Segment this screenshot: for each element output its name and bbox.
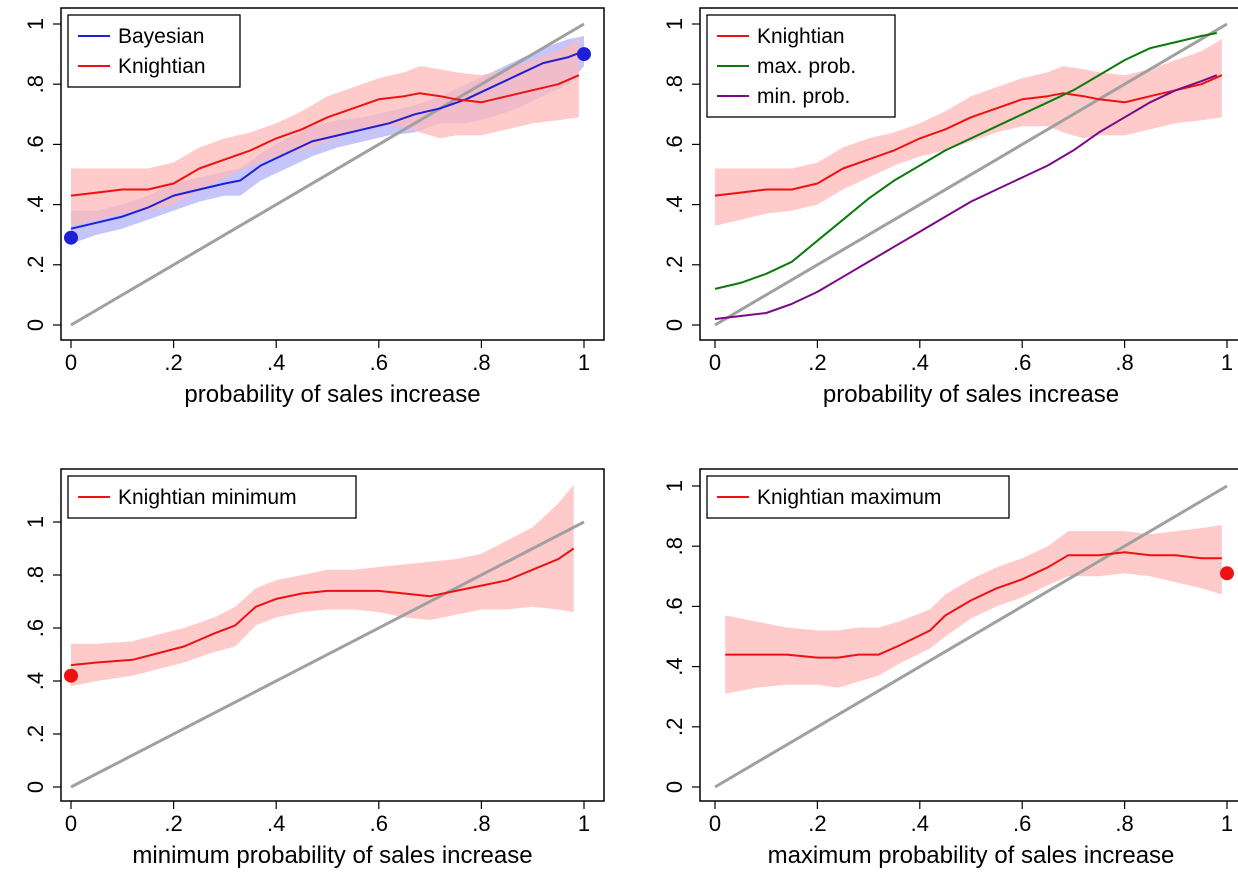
x-tick-label: 0 [709, 350, 721, 375]
plot-frame [699, 7, 1238, 341]
y-tick-label: .6 [23, 619, 48, 637]
legend-label: Bayesian [118, 25, 204, 48]
diagonal-line [70, 520, 585, 789]
plot-frame [60, 468, 605, 802]
y-tick-label: .6 [23, 135, 48, 153]
y-tick-label: .4 [662, 195, 687, 213]
x-tick-label: .4 [267, 350, 285, 375]
y-tick-label: .2 [23, 256, 48, 274]
x-tick-label: .6 [1013, 350, 1031, 375]
x-tick-label: .2 [164, 811, 182, 836]
series-line-knightian [70, 74, 580, 197]
x-tick-label: .4 [267, 811, 285, 836]
legend-box [67, 14, 241, 88]
panel-top-left: 0 .2 .4 .6 .8 1 0 .2 .4 .6 .8 1 probability of sales… [23, 7, 605, 408]
legend: Knightian maximum [706, 475, 1010, 519]
diagonal-line [714, 484, 1228, 789]
band-knightian [71, 39, 579, 226]
x-tick-label: .2 [808, 350, 826, 375]
y-tick-label: .4 [23, 195, 48, 213]
series-line-bayesian [70, 50, 585, 230]
legend: Knightian minimum [67, 475, 357, 519]
legend-box [706, 475, 1010, 519]
legend-box [67, 475, 357, 519]
x-tick-label: .8 [1115, 811, 1133, 836]
series-line-max_prob [714, 32, 1217, 290]
y-tick-label: 1 [662, 480, 687, 492]
diagonal-line [70, 22, 585, 327]
y-tick-label: 0 [23, 319, 48, 331]
x-axis-label: maximum probability of sales increase [768, 842, 1175, 869]
panel-top-right: 0 .2 .4 .6 .8 1 0 .2 .4 .6 .8 1 probability of sales… [662, 7, 1238, 408]
x-tick-label: .6 [1013, 811, 1031, 836]
y-tick-label: .2 [662, 718, 687, 736]
x-tick-label: .8 [472, 350, 490, 375]
legend-label: Knightian [118, 55, 206, 78]
y-tick-label: 1 [662, 18, 687, 30]
x-tick-label: 1 [1221, 811, 1233, 836]
y-tick-label: .8 [23, 75, 48, 93]
x-tick-label: 1 [1221, 350, 1233, 375]
x-tick-label: 0 [65, 811, 77, 836]
x-tick-label: .6 [370, 811, 388, 836]
legend-label: Knightian [757, 25, 845, 48]
y-tick-label: .2 [23, 725, 48, 743]
x-tick-label: .6 [370, 350, 388, 375]
band-knightian [725, 525, 1222, 694]
legend-label: Knightian minimum [118, 486, 297, 509]
x-tick-label: 0 [65, 350, 77, 375]
series-line-knightian [714, 74, 1223, 197]
y-tick-label: .2 [662, 256, 687, 274]
endpoint-marker [577, 47, 591, 62]
x-axis-label: minimum probability of sales increase [132, 842, 532, 869]
x-axis-label: probability of sales increase [823, 381, 1119, 408]
y-tick-label: .4 [662, 657, 687, 675]
panel-bottom-left: 0 .2 .4 .6 .8 1 0 .2 .4 .6 .8 1 minimum probability … [23, 468, 605, 869]
legend: Knightian max. prob. min. prob. [706, 14, 896, 118]
x-tick-label: .8 [472, 811, 490, 836]
endpoint-marker [64, 230, 78, 245]
series-line-knightian [725, 551, 1222, 659]
y-tick-label: 0 [662, 319, 687, 331]
series-line-min_prob [714, 74, 1218, 320]
plot-frame [60, 7, 605, 341]
panel-bottom-right: 0 .2 .4 .6 .8 1 0 .2 .4 .6 .8 1 maximum probability … [662, 468, 1238, 869]
y-tick-label: .4 [23, 672, 48, 690]
endpoint-marker [1220, 566, 1234, 581]
legend-label: min. prob. [757, 85, 850, 108]
y-tick-label: .6 [662, 597, 687, 615]
endpoint-marker [64, 668, 78, 683]
band-knightian [71, 484, 574, 687]
plot-frame [699, 468, 1238, 802]
x-tick-label: .4 [911, 350, 929, 375]
y-tick-label: 1 [23, 516, 48, 528]
y-tick-label: .8 [662, 537, 687, 555]
y-tick-label: 1 [23, 18, 48, 30]
y-tick-label: 0 [23, 781, 48, 793]
diagonal-line [714, 22, 1228, 327]
y-tick-label: .6 [662, 135, 687, 153]
legend: Bayesian Knightian [67, 14, 241, 88]
x-tick-label: .4 [911, 811, 929, 836]
x-tick-label: 1 [578, 350, 590, 375]
legend-label: max. prob. [757, 55, 856, 78]
x-tick-label: .2 [164, 350, 182, 375]
x-tick-label: 0 [709, 811, 721, 836]
x-axis-label: probability of sales increase [184, 381, 480, 408]
y-tick-label: 0 [662, 781, 687, 793]
band-knightian [715, 39, 1222, 226]
y-tick-label: .8 [23, 566, 48, 584]
y-tick-label: .8 [662, 75, 687, 93]
x-tick-label: 1 [578, 811, 590, 836]
x-tick-label: .2 [808, 811, 826, 836]
x-tick-label: .8 [1115, 350, 1133, 375]
legend-label: Knightian maximum [757, 486, 941, 509]
series-line-knightian [70, 547, 575, 667]
